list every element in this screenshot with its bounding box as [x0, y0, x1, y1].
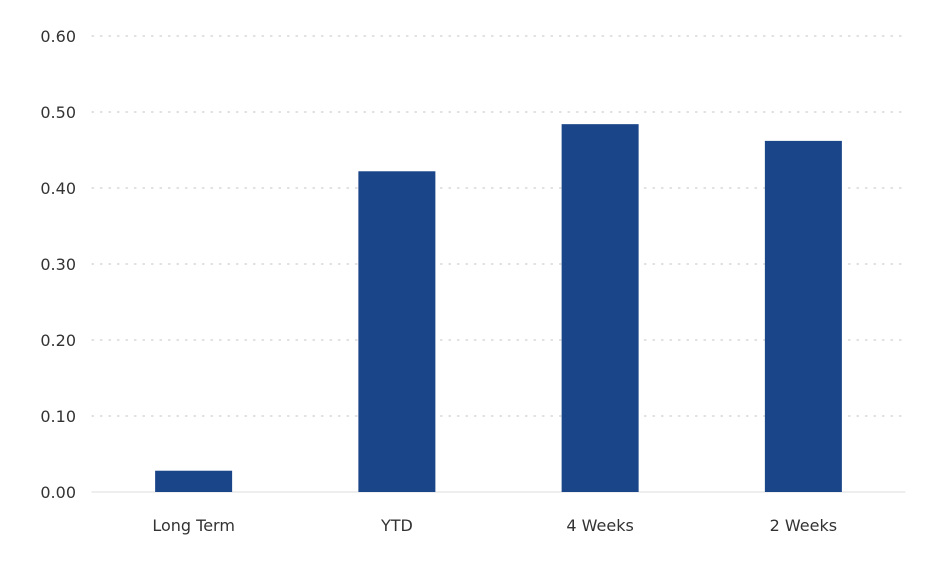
bar-long-term — [155, 470, 233, 492]
bars — [155, 124, 842, 492]
y-tick-label: 0.20 — [40, 331, 76, 350]
x-tick-label: 4 Weeks — [566, 516, 633, 535]
x-tick-label: YTD — [380, 516, 413, 535]
y-tick-label: 0.40 — [40, 179, 76, 198]
y-tick-label: 0.50 — [40, 103, 76, 122]
bar-ytd — [358, 171, 436, 492]
bar-2-weeks — [764, 140, 842, 492]
y-tick-label: 0.60 — [40, 27, 76, 46]
x-axis: Long Term YTD 4 Weeks 2 Weeks — [152, 516, 837, 535]
x-tick-label: Long Term — [152, 516, 235, 535]
y-tick-label: 0.30 — [40, 255, 76, 274]
bar-4-weeks — [561, 124, 639, 492]
y-tick-label: 0.10 — [40, 407, 76, 426]
y-tick-label: 0.00 — [40, 483, 76, 502]
x-tick-label: 2 Weeks — [770, 516, 837, 535]
y-axis: 0.00 0.10 0.20 0.30 0.40 0.50 0.60 — [40, 27, 76, 502]
